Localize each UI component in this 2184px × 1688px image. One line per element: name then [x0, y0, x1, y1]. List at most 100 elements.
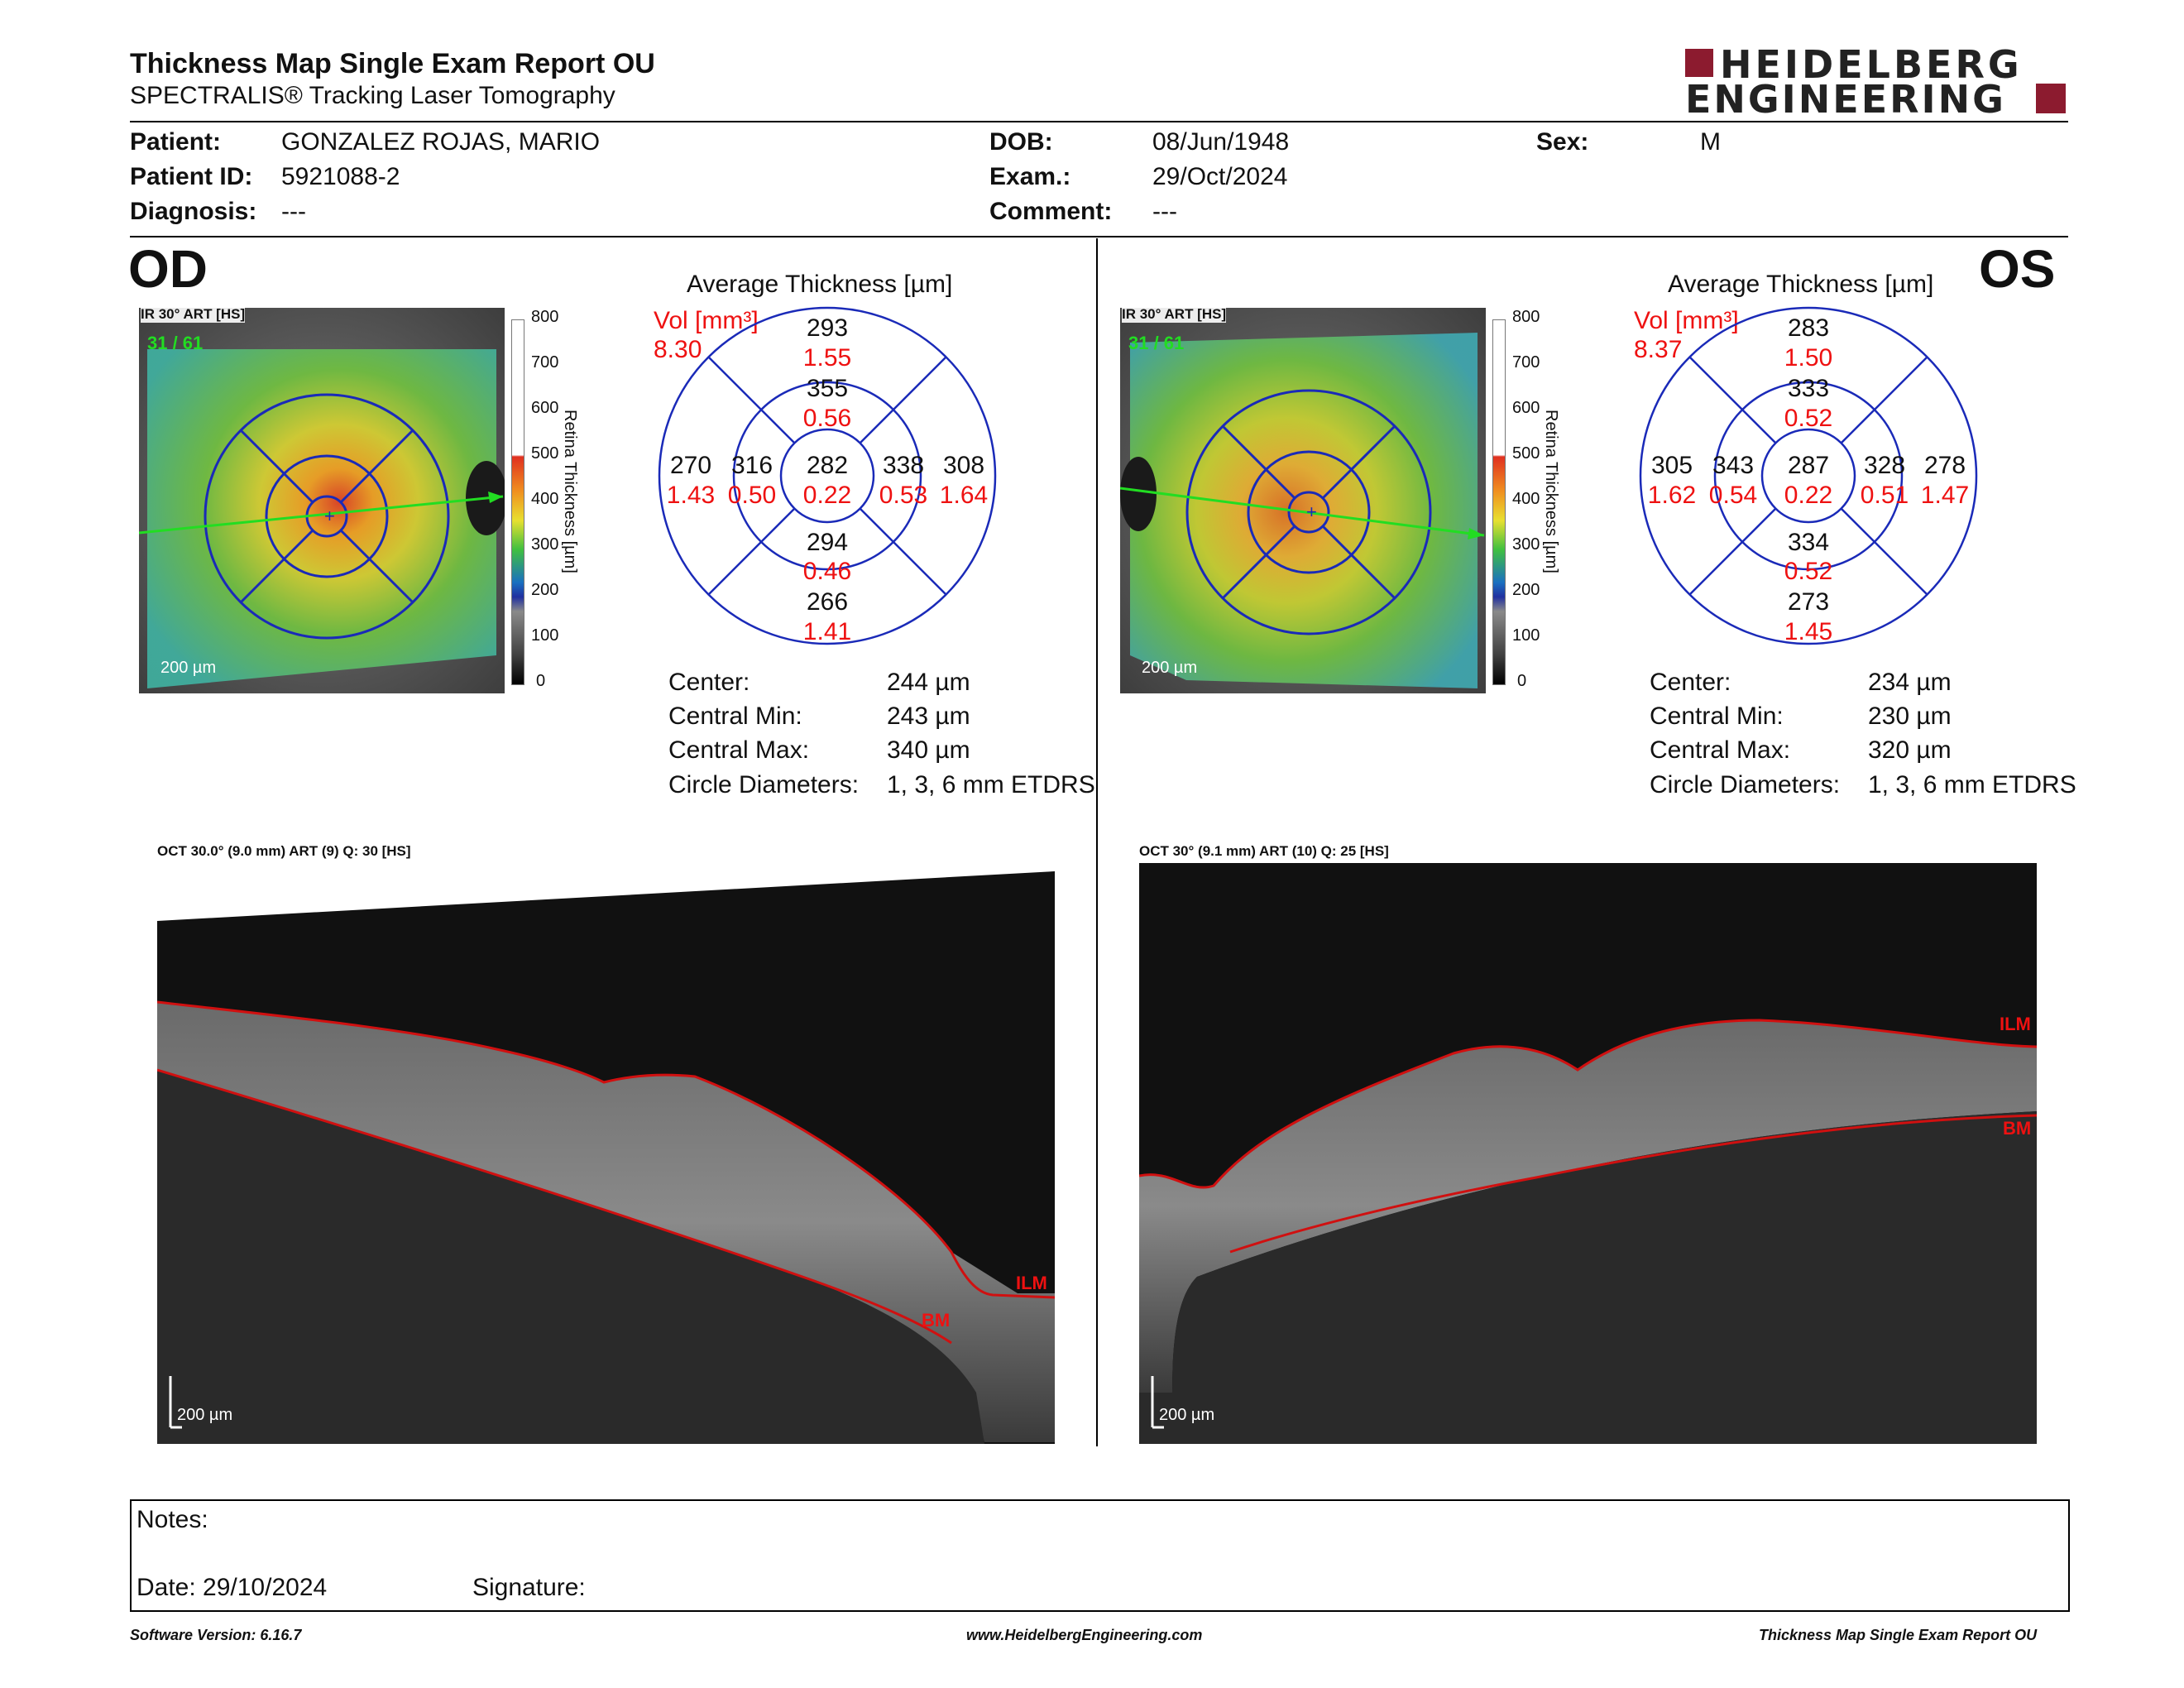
os-outer-nasal-vol: 1.47: [1921, 482, 1969, 509]
notes-box[interactable]: Notes: Date: 29/10/2024 Signature:: [130, 1499, 2070, 1612]
os-bm-label: BM: [2003, 1118, 2032, 1139]
od-etdrs-grid: 293 1.55 355 0.56 270 1.43 316 0.50 282 …: [658, 306, 997, 645]
od-outer-inf-vol: 1.41: [803, 618, 851, 645]
os-min-value: 230 µm: [1868, 703, 1952, 730]
od-center-label: Center:: [668, 669, 750, 696]
od-outer-sup-vol: 1.55: [803, 344, 851, 372]
os-ilm-label: ILM: [2000, 1014, 2031, 1034]
os-inner-nasal-vol: 0.51: [1861, 482, 1909, 509]
os-center: 287: [1788, 452, 1829, 479]
os-ir-scale: 200 µm: [1142, 659, 1198, 677]
os-outer-nasal: 278: [1924, 452, 1966, 479]
signature-label: Signature:: [472, 1574, 586, 1601]
dob-value: 08/Jun/1948: [1152, 128, 1290, 156]
diagnosis-label: Diagnosis:: [130, 198, 257, 225]
os-center-vol: 0.22: [1784, 482, 1832, 509]
od-outer-temp-vol: 1.43: [667, 482, 715, 509]
od-diam-value: 1, 3, 6 mm ETDRS: [887, 771, 1095, 798]
od-colorbar-axis-label: Retina Thickness [µm]: [561, 410, 579, 573]
comment-value: ---: [1152, 198, 1177, 225]
os-inner-nasal: 328: [1864, 452, 1905, 479]
patient-id-label: Patient ID:: [130, 163, 253, 190]
report-title: Thickness Map Single Exam Report OU: [130, 48, 655, 79]
os-outer-inf: 273: [1788, 588, 1829, 616]
od-outer-nasal: 308: [943, 452, 984, 479]
os-center-label: Center:: [1650, 669, 1731, 696]
od-outer-sup: 293: [807, 314, 848, 342]
od-oct-label: OCT 30.0° (9.0 mm) ART (9) Q: 30 [HS]: [157, 843, 411, 859]
os-inner-sup: 333: [1788, 375, 1829, 402]
os-oct-scale: 200 µm: [1159, 1406, 1215, 1424]
od-inner-nasal: 338: [883, 452, 924, 479]
os-oct-label: OCT 30° (9.1 mm) ART (10) Q: 25 [HS]: [1139, 843, 1389, 859]
od-inner-temp: 316: [731, 452, 773, 479]
od-inner-temp-vol: 0.50: [728, 482, 776, 509]
od-center-vol: 0.22: [803, 482, 851, 509]
os-diam-label: Circle Diameters:: [1650, 771, 1841, 798]
os-outer-sup-vol: 1.50: [1784, 344, 1832, 372]
od-inner-sup-vol: 0.56: [803, 405, 851, 432]
logo-line2: ENGINEERING: [1685, 77, 2006, 122]
od-inner-inf-vol: 0.46: [803, 558, 851, 585]
od-vol-label: Vol [mm³]: [654, 307, 759, 334]
footer-report-name: Thickness Map Single Exam Report OU: [1759, 1627, 2038, 1643]
os-vol-total: 8.37: [1634, 336, 1683, 363]
date-label: Date: 29/10/2024: [136, 1574, 328, 1601]
os-min-label: Central Min:: [1650, 703, 1784, 730]
os-inner-temp: 343: [1712, 452, 1754, 479]
os-inner-sup-vol: 0.52: [1784, 405, 1832, 432]
os-thickness-colorbar: [1492, 319, 1506, 685]
logo-line1: HEIDELBERG: [1720, 42, 2023, 87]
od-outer-nasal-vol: 1.64: [940, 482, 988, 509]
od-outer-temp: 270: [670, 452, 711, 479]
os-inner-temp-vol: 0.54: [1709, 482, 1757, 509]
os-max-value: 320 µm: [1868, 736, 1952, 764]
os-center-value: 234 µm: [1868, 669, 1952, 696]
eye-divider: [1096, 238, 1098, 1446]
od-ir-label: IR 30° ART [HS]: [141, 306, 246, 323]
exam-value: 29/Oct/2024: [1152, 163, 1288, 190]
report-subtitle: SPECTRALIS® Tracking Laser Tomography: [130, 82, 615, 109]
od-diam-label: Circle Diameters:: [668, 771, 860, 798]
od-vol-total: 8.30: [654, 336, 702, 363]
od-oct-bscan: ILM BM 200 µm: [157, 863, 1055, 1444]
od-max-value: 340 µm: [887, 736, 970, 764]
os-outer-sup: 283: [1788, 314, 1829, 342]
os-colorbar-axis-label: Retina Thickness [µm]: [1542, 410, 1560, 573]
dob-label: DOB:: [989, 128, 1053, 156]
os-inner-inf: 334: [1788, 529, 1829, 556]
os-outer-temp-vol: 1.62: [1648, 482, 1696, 509]
od-min-value: 243 µm: [887, 703, 970, 730]
diagnosis-value: ---: [281, 198, 306, 225]
sex-value: M: [1700, 128, 1721, 156]
website-link[interactable]: www.HeidelbergEngineering.com: [966, 1627, 1203, 1643]
patient-id: 5921088-2: [281, 163, 400, 190]
svg-text:+: +: [1306, 501, 1317, 522]
patient-label: Patient:: [130, 128, 222, 156]
od-max-label: Central Max:: [668, 736, 810, 764]
od-ilm-label: ILM: [1016, 1273, 1047, 1293]
od-min-label: Central Min:: [668, 703, 802, 730]
od-oct-scale: 200 µm: [177, 1406, 233, 1424]
od-inner-nasal-vol: 0.53: [879, 482, 927, 509]
patient-name: GONZALEZ ROJAS, MARIO: [281, 128, 601, 156]
software-version: Software Version: 6.16.7: [130, 1627, 302, 1643]
os-ir-label: IR 30° ART [HS]: [1122, 306, 1227, 323]
os-outer-inf-vol: 1.45: [1784, 618, 1832, 645]
os-inner-inf-vol: 0.52: [1784, 558, 1832, 585]
sex-label: Sex:: [1536, 128, 1589, 156]
os-outer-temp: 305: [1651, 452, 1693, 479]
od-inner-sup: 355: [807, 375, 848, 402]
exam-label: Exam.:: [989, 163, 1071, 190]
od-outer-inf: 266: [807, 588, 848, 616]
od-inner-inf: 294: [807, 529, 848, 556]
od-avg-title: Average Thickness [µm]: [687, 271, 953, 298]
os-colorbar-ticks: 800 700 600 500 400 300 200 100 0: [1512, 308, 1540, 690]
notes-label: Notes:: [136, 1506, 208, 1533]
svg-text:+: +: [324, 506, 335, 526]
od-eye-label: OD: [128, 239, 208, 299]
os-oct-bscan: ILM BM 200 µm: [1139, 863, 2037, 1444]
os-etdrs-grid: 283 1.50 333 0.52 305 1.62 343 0.54 287 …: [1639, 306, 1978, 645]
os-vol-label: Vol [mm³]: [1634, 307, 1739, 334]
os-max-label: Central Max:: [1650, 736, 1791, 764]
